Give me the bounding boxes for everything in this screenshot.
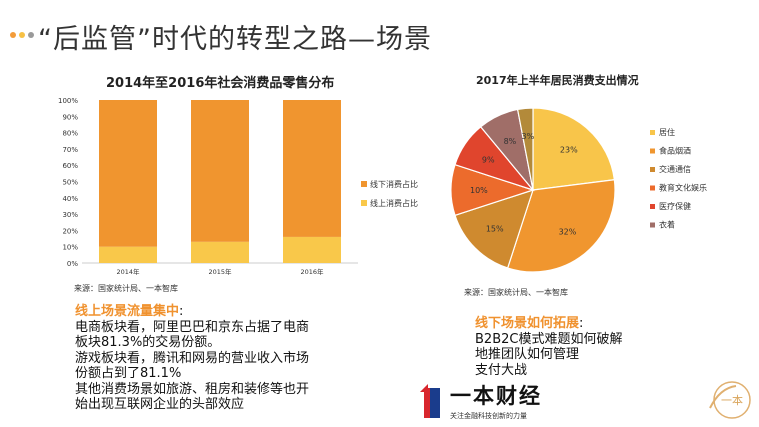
pie-chart-source: 来源：国家统计局、一本智库 [464, 288, 568, 297]
y-tick-label: 0% [67, 260, 78, 268]
legend-swatch [361, 200, 367, 206]
y-tick-label: 30% [62, 211, 78, 219]
pie-data-label: 10% [470, 186, 488, 195]
accent-dot [19, 32, 25, 38]
brand-logo: 一本财经 关注金融科技创新的力量 [420, 380, 542, 421]
logo-mark-icon [420, 383, 440, 418]
x-tick-label: 2015年 [208, 267, 232, 276]
logo-name: 一本财经 [450, 384, 542, 408]
bar-segment [283, 236, 341, 263]
heading-colon: : [179, 304, 184, 319]
online-line: 其他消费场景如旅游、租房和装修等也开 [75, 381, 310, 397]
online-heading: 线上场景流量集中 [75, 304, 180, 319]
stamp-text: 一本 [721, 393, 743, 407]
y-tick-label: 20% [62, 227, 78, 235]
pie-legend-label: 教育文化娱乐 [659, 183, 707, 193]
online-heading-line: 线上场景流量集中: [75, 304, 375, 320]
pie-legend-swatch [650, 130, 655, 135]
logo-slogan: 关注金融科技创新的力量 [450, 412, 527, 420]
pie-data-label: 32% [559, 228, 577, 237]
pie-legend-swatch [650, 167, 655, 172]
y-tick-label: 50% [62, 179, 78, 187]
pie-data-label: 3% [522, 132, 535, 141]
legend-label: 线上消费占比 [370, 198, 418, 208]
stamp-seal-icon: 一本 [709, 381, 751, 419]
offline-heading-line: 线下场景如何拓展: [475, 316, 715, 332]
pie-slice [532, 107, 616, 191]
offline-heading: 线下场景如何拓展 [475, 316, 580, 331]
bar-segment [99, 246, 157, 263]
offline-line: 地推团队如何管理 [475, 347, 580, 362]
pie-legend-label: 交通通信 [659, 164, 691, 174]
pie-legend-swatch [650, 185, 655, 191]
offline-line: 支付大战 [475, 362, 528, 378]
pie-chart-title: 2017年上半年居民消费支出情况 [476, 74, 639, 87]
legend-label: 线下消费占比 [370, 179, 418, 189]
pie-legend-swatch [650, 148, 655, 154]
online-line: 游戏板块看，腾讯和网易的营业收入市场 [75, 350, 310, 366]
y-tick-label: 60% [62, 162, 78, 170]
slide-title: “后监管”时代的转型之路—场景 [38, 24, 432, 55]
online-line: 板块81.3%的交易份额。 [75, 335, 221, 350]
y-tick-label: 90% [62, 113, 78, 121]
heading-colon: : [579, 316, 584, 331]
pie-slice [516, 107, 534, 191]
y-tick-label: 40% [62, 195, 78, 203]
online-line: 始出现互联网企业的头部效应 [75, 397, 245, 412]
pie-legend-label: 衣着 [659, 220, 675, 230]
title-accent-dots [10, 32, 34, 38]
bar-segment [191, 100, 249, 242]
offline-scene-section: 线下场景如何拓展: B2B2C模式难题如何破解 地推团队如何管理 支付大战 [475, 316, 715, 378]
legend-swatch [361, 181, 367, 187]
bar-chart-source: 来源：国家统计局、一本智库 [74, 284, 178, 293]
x-tick-label: 2014年 [116, 267, 140, 276]
pie-slice [506, 179, 616, 273]
pie-legend-swatch [650, 222, 655, 228]
accent-dot [10, 32, 16, 38]
pie-legend-label: 医疗保健 [659, 201, 691, 211]
pie-legend-label: 食品烟酒 [659, 146, 691, 156]
bar-segment [191, 241, 249, 263]
x-tick-label: 2016年 [300, 267, 324, 276]
y-tick-label: 70% [62, 146, 78, 154]
bar-segment [99, 100, 157, 247]
y-tick-label: 80% [62, 130, 78, 138]
online-line: 份额占到了81.1% [75, 366, 182, 381]
pie-data-label: 15% [486, 224, 504, 233]
pie-legend-label: 居住 [659, 127, 675, 137]
bar-segment [283, 100, 341, 237]
bar-chart-title: 2014年至2016年社会消费品零售分布 [106, 76, 335, 91]
y-tick-label: 10% [62, 244, 78, 252]
online-scene-section: 线上场景流量集中: 电商板块看，阿里巴巴和京东占据了电商 板块81.3%的交易份… [75, 304, 375, 413]
pie-data-label: 8% [504, 137, 517, 146]
accent-dot [28, 32, 34, 38]
offline-line: B2B2C模式难题如何破解 [475, 331, 623, 347]
online-line: 电商板块看，阿里巴巴和京东占据了电商 [75, 319, 310, 335]
pie-data-label: 23% [560, 145, 578, 154]
y-tick-label: 100% [58, 97, 78, 105]
pie-legend-swatch [650, 204, 655, 209]
pie-data-label: 9% [482, 156, 495, 165]
